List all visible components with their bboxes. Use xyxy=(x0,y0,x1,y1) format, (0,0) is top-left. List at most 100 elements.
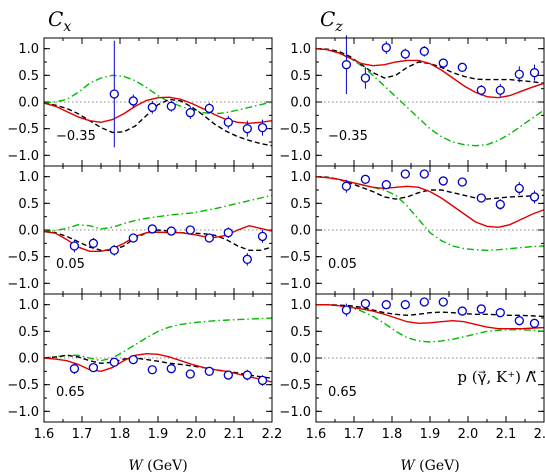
data-point xyxy=(419,169,429,179)
series-dashdot xyxy=(43,74,273,115)
data-point xyxy=(223,370,233,380)
y-tick-label: 0.5 xyxy=(18,325,39,340)
data-point xyxy=(341,60,352,70)
y-tick-label: −0.5 xyxy=(7,378,39,393)
data-point xyxy=(381,180,391,190)
data-point xyxy=(69,364,80,374)
data-point xyxy=(438,297,448,307)
data-point xyxy=(419,46,429,56)
data-point xyxy=(166,364,176,374)
panel-label: 0.05 xyxy=(328,257,357,272)
data-point xyxy=(257,122,268,133)
data-point xyxy=(109,245,119,255)
y-tick-label: 0.0 xyxy=(18,224,39,239)
data-point xyxy=(400,169,410,179)
y-tick-label: 0.5 xyxy=(290,69,311,84)
series-solid xyxy=(43,225,273,253)
x-tick-label: 1.8 xyxy=(110,427,131,442)
data-point xyxy=(476,193,486,203)
data-point xyxy=(457,306,467,316)
data-point xyxy=(400,300,410,310)
series-solid xyxy=(43,96,273,125)
data-point xyxy=(457,177,467,187)
x-tick-label: 2.0 xyxy=(458,427,479,442)
series-solid xyxy=(315,47,545,99)
panel-frame xyxy=(43,37,273,167)
panel-label: 0.05 xyxy=(56,257,85,272)
y-tick-label: 0.0 xyxy=(290,352,311,367)
x-tick-label: 1.7 xyxy=(72,427,93,442)
data-point xyxy=(147,102,157,112)
y-tick-label: 1.0 xyxy=(18,170,39,185)
data-point xyxy=(514,183,524,194)
y-tick-label: −1.0 xyxy=(7,405,39,420)
panel-1-2: −1.0 −0.5 0.0 0.5 1.0 0.65 xyxy=(279,293,545,423)
data-point xyxy=(381,42,391,53)
panel-frame xyxy=(315,293,545,423)
data-point xyxy=(360,298,371,309)
y-tick-label: 0.5 xyxy=(290,325,311,340)
data-point xyxy=(457,62,467,72)
data-point xyxy=(204,103,214,114)
y-tick-label: −1.0 xyxy=(279,405,311,420)
x-tick-label: 2.2 xyxy=(262,427,283,442)
series-dashed xyxy=(43,229,273,251)
column-title-0: Cx xyxy=(48,7,71,35)
series-solid xyxy=(316,303,545,330)
data-point xyxy=(257,375,268,386)
data-point xyxy=(341,305,352,315)
x-axis-unit: (GeV) xyxy=(143,458,188,474)
data-point xyxy=(514,316,524,326)
series-dashdot xyxy=(43,194,273,233)
y-tick-label: −0.5 xyxy=(7,250,39,265)
y-tick-label: 1.0 xyxy=(18,42,39,57)
data-point xyxy=(69,241,80,251)
panel-label: 0.65 xyxy=(56,385,85,400)
data-point xyxy=(204,366,214,376)
data-point xyxy=(514,69,524,79)
y-tick-label: 0.5 xyxy=(18,69,39,84)
data-point xyxy=(242,254,252,264)
column-title-1: Cz xyxy=(320,7,343,35)
data-point xyxy=(529,192,540,202)
data-point xyxy=(242,370,252,380)
y-tick-label: 0.0 xyxy=(290,96,311,111)
data-point xyxy=(185,108,195,118)
y-tick-label: 1.0 xyxy=(290,170,311,185)
x-axis-variable: W xyxy=(128,458,144,474)
data-point xyxy=(360,174,371,184)
data-point xyxy=(223,228,233,238)
x-axis-title-0: W (GeV) xyxy=(128,458,187,474)
y-tick-label: −0.5 xyxy=(279,250,311,265)
data-point xyxy=(128,96,138,106)
x-tick-label: 2.1 xyxy=(496,427,517,442)
data-point xyxy=(257,231,268,242)
y-tick-label: −0.5 xyxy=(7,122,39,137)
data-point xyxy=(495,199,505,210)
x-axis-title-1: W (GeV) xyxy=(400,458,459,474)
series-solid xyxy=(315,175,545,229)
y-tick-label: 0.5 xyxy=(290,197,311,212)
y-tick-label: −1.0 xyxy=(7,277,39,292)
panel-frame xyxy=(43,293,273,423)
reaction-label: p (γ⃗, K⁺) Λ⃗ xyxy=(457,368,536,386)
y-tick-label: −0.5 xyxy=(279,122,311,137)
data-point xyxy=(419,297,429,307)
y-tick-label: 0.0 xyxy=(18,96,39,111)
data-point xyxy=(128,354,138,365)
data-point xyxy=(109,89,119,99)
y-tick-label: 1.0 xyxy=(18,298,39,313)
x-tick-label: 2.0 xyxy=(186,427,207,442)
x-tick-label: 2.1 xyxy=(224,427,245,442)
y-tick-label: 1.0 xyxy=(290,42,311,57)
column-title-subscript-0: x xyxy=(63,19,71,35)
y-tick-label: 0.5 xyxy=(18,197,39,212)
y-tick-label: 0.0 xyxy=(18,352,39,367)
data-point xyxy=(495,308,505,318)
x-tick-label: 1.6 xyxy=(306,427,327,442)
data-point xyxy=(166,101,176,111)
y-tick-label: −1.0 xyxy=(7,149,39,164)
data-point xyxy=(529,318,540,328)
data-point xyxy=(381,300,391,310)
